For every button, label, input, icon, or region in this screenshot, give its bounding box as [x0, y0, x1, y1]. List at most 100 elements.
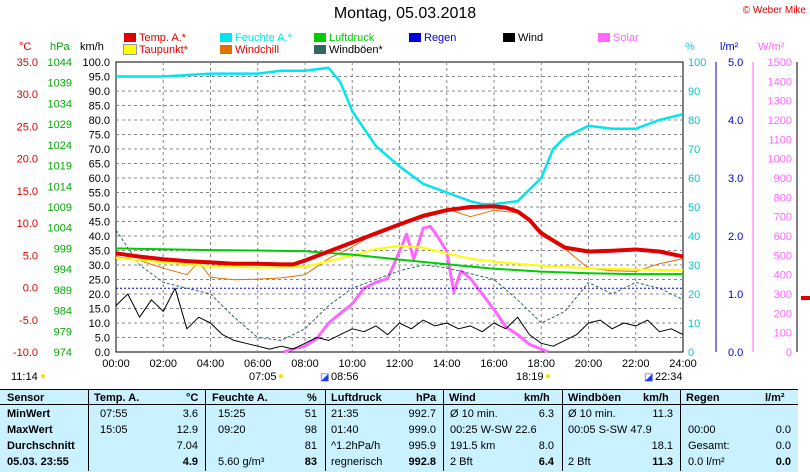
rain-tick-label: 3.0 — [728, 173, 743, 185]
humidity-value: 51 — [304, 408, 317, 420]
moon-time-2: 22:34 — [655, 371, 683, 383]
solar-tick-label: 300 — [774, 289, 792, 301]
solar-tick-label: 1100 — [768, 134, 792, 146]
solar-tick-label: 1400 — [768, 76, 792, 88]
legend-item-rain: Regen — [409, 32, 456, 44]
temp-time: 07:55 — [100, 408, 128, 420]
pressure-tick-label: 1014 — [48, 181, 72, 193]
wind-desc: Ø 10 min. — [450, 408, 498, 420]
legend-label: Wind — [518, 32, 544, 44]
wind-desc: 191.5 km — [450, 440, 496, 452]
pressure-tick-label: 1019 — [48, 161, 72, 173]
humidity-value: 83 — [304, 456, 317, 468]
pressure-tick-label: 979 — [54, 326, 72, 338]
copyright-label: © Weber Mike — [742, 5, 806, 16]
wind-desc: 00:25 W-SW 22.6 — [450, 424, 537, 436]
header-gusts: Windböen — [568, 392, 622, 404]
rain-value: 0.0 — [775, 424, 791, 436]
legend-item-humidity: Feuchte A.* — [220, 32, 292, 44]
solar-tick-label: 200 — [774, 308, 792, 320]
wind-tick-label: 95.0 — [89, 72, 110, 84]
gust-value: 18.1 — [651, 440, 673, 452]
pressure-tick-label: 1039 — [48, 78, 72, 90]
wind-tick-label: 15.0 — [89, 304, 110, 316]
temp-tick-label: 35.0 — [17, 57, 38, 69]
temp-tick-label: 15.0 — [17, 186, 38, 198]
wind-tick-label: 90.0 — [89, 86, 110, 98]
solar-tick-label: 900 — [774, 173, 792, 185]
col-divider — [88, 389, 89, 471]
gust-desc: 2 Bft — [568, 456, 591, 468]
humidity-tick-label: 80 — [688, 115, 700, 127]
solar-tick-label: 100 — [774, 328, 792, 340]
row-label: 05.03. 23:55 — [7, 456, 69, 468]
legend-swatch — [220, 33, 232, 42]
legend-label: Windchill — [235, 44, 280, 56]
legend-swatch — [409, 33, 421, 42]
legend-swatch — [503, 33, 515, 42]
humidity-tick-label: 0 — [688, 347, 694, 359]
legend-label: Windböen* — [329, 44, 383, 56]
solar-tick-label: 500 — [774, 250, 792, 262]
solar-tick-label: 700 — [774, 212, 792, 224]
header-humidity: Feuchte A. — [212, 392, 268, 404]
pressure-tick-label: 1044 — [48, 57, 72, 69]
temp-time: 15:05 — [100, 424, 128, 436]
row-label: MinWert — [7, 408, 51, 420]
chart-plot: 35.0 30.0 25.0 20.0 15.0 10.0 5.0 0.0 -5.0 -10.0 1… — [13, 57, 810, 370]
wind-tick-label: 60.0 — [89, 173, 110, 185]
legend-swatch — [123, 44, 137, 55]
temp-value: 3.6 — [182, 408, 198, 420]
legend-swatch — [314, 33, 326, 42]
moon-icon-left: ● — [40, 371, 47, 382]
legend-item-windchill: Windchill — [220, 44, 279, 56]
sunrise-icon: ● — [278, 371, 285, 382]
legend-swatch — [314, 45, 326, 54]
solar-tick-label: 0 — [786, 347, 792, 359]
pressure-tick-label: 984 — [54, 306, 72, 318]
temp-value: 7.04 — [176, 440, 198, 452]
row-label: MaxWert — [7, 424, 53, 436]
temp-axis-unit: °C — [19, 41, 32, 53]
wind-tick-label: 55.0 — [89, 188, 110, 200]
rain-tick-label: 2.0 — [728, 231, 743, 243]
series-line-solar — [283, 224, 549, 354]
header-rain: Regen — [686, 392, 720, 404]
header-pressure: Luftdruck — [331, 392, 382, 404]
x-tick-label: 20:00 — [575, 358, 603, 370]
wind-tick-label: 35.0 — [89, 246, 110, 258]
chart-title: Montag, 05.03.2018 — [333, 5, 477, 22]
x-tick-label: 10:00 — [338, 358, 366, 370]
rain-value: 0.0 — [775, 440, 791, 452]
series-line-luftdruck — [115, 247, 683, 276]
pressure-tick-label: 994 — [54, 264, 72, 276]
header-gusts-unit: km/h — [643, 392, 669, 404]
pressure-tick-label: 1009 — [48, 202, 72, 214]
temp-value: 4.9 — [182, 456, 198, 468]
wind-tick-label: 50.0 — [89, 202, 110, 214]
wind-tick-label: 0.0 — [95, 347, 110, 359]
pressure-tick-label: 1034 — [48, 98, 72, 110]
humidity-value: 98 — [304, 424, 317, 436]
x-tick-label: 12:00 — [386, 358, 414, 370]
legend-swatch — [598, 33, 610, 42]
legend-item-wind: Wind — [503, 32, 543, 44]
moon-phase-icon: ◪ — [320, 372, 330, 383]
solar-tick-label: 1200 — [768, 115, 792, 127]
wind-tick-label: 75.0 — [89, 130, 110, 142]
pressure-time: 01:40 — [331, 424, 359, 436]
wind-value: 6.4 — [538, 456, 554, 468]
col-divider — [325, 389, 326, 471]
wind-tick-label: 40.0 — [89, 231, 110, 243]
legend-swatch — [124, 33, 136, 42]
x-tick-label: 06:00 — [244, 358, 272, 370]
wind-desc: 2 Bft — [450, 456, 473, 468]
stats-table — [0, 389, 798, 472]
header-temp-unit: °C — [186, 392, 199, 404]
pressure-time: ^1.2hPa/h — [331, 440, 381, 452]
temp-tick-label: 25.0 — [17, 121, 38, 133]
pressure-tick-label: 974 — [54, 347, 72, 359]
moon-phase-icon-2: ◪ — [644, 372, 654, 383]
wind-tick-label: 65.0 — [89, 159, 110, 171]
pressure-tick-label: 989 — [54, 285, 72, 297]
